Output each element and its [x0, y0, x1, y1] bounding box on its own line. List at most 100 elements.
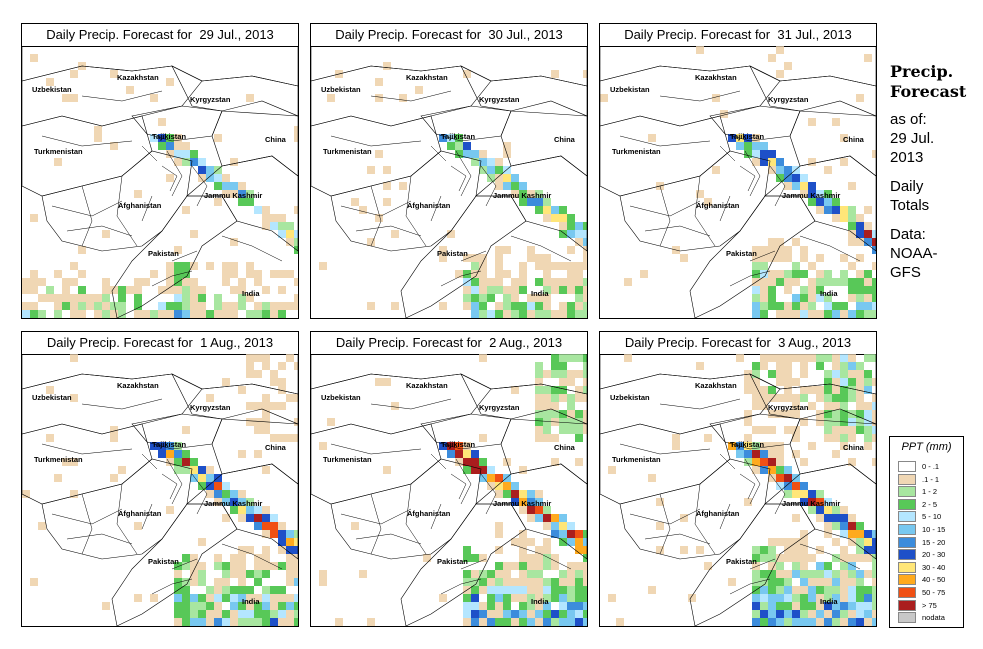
precip-cell	[527, 570, 535, 578]
precip-cell	[559, 386, 567, 394]
precip-cell	[776, 474, 784, 482]
precip-cell	[479, 618, 487, 626]
precip-cell	[190, 594, 198, 602]
province-line	[370, 90, 452, 102]
precip-cell	[134, 190, 142, 198]
precip-cell	[567, 618, 575, 626]
precip-cell	[182, 594, 190, 602]
precip-cell	[752, 562, 760, 570]
precip-cell	[543, 262, 551, 270]
precip-cell	[294, 294, 298, 302]
precip-cell	[190, 458, 198, 466]
precip-cell	[808, 586, 816, 594]
precip-cell	[174, 450, 182, 458]
precip-cell	[808, 286, 816, 294]
precip-cell	[551, 562, 559, 570]
precip-cell	[752, 578, 760, 586]
precip-cell	[752, 602, 760, 610]
precip-cell	[94, 126, 102, 134]
precip-cell	[567, 286, 575, 294]
precip-cell	[608, 594, 616, 602]
province-line	[141, 145, 158, 162]
precip-cell	[768, 562, 776, 570]
precip-cell	[222, 586, 230, 594]
legend-swatch	[898, 486, 916, 498]
asof-date-line1: 29 Jul.	[890, 130, 935, 147]
precip-cell	[238, 562, 246, 570]
province-line	[799, 235, 861, 262]
map-label-tajikistan: Tajikistan	[730, 440, 764, 449]
precip-cell	[752, 610, 760, 618]
precip-cell	[294, 530, 298, 538]
precip-cell	[551, 262, 559, 270]
precip-cell	[776, 562, 784, 570]
map-label-kyrgyzstan: Kyrgyzstan	[190, 95, 231, 104]
precip-cell	[848, 182, 856, 190]
precip-cell	[375, 150, 383, 158]
precip-cell	[760, 610, 768, 618]
precip-cell	[824, 594, 832, 602]
province-line	[455, 458, 472, 505]
precip-cell	[816, 418, 824, 426]
precip-cell	[367, 238, 375, 246]
precip-cell	[471, 150, 479, 158]
precip-cell	[752, 426, 760, 434]
precip-cell	[262, 302, 270, 310]
precip-cell	[752, 362, 760, 370]
precip-cell	[872, 426, 876, 434]
precip-cell	[262, 402, 270, 410]
precip-cell	[583, 354, 587, 362]
precip-cell	[752, 246, 760, 254]
precip-cell	[511, 386, 519, 394]
precip-cell	[704, 434, 712, 442]
precip-cell	[744, 378, 752, 386]
precip-cell	[214, 310, 222, 318]
precip-cell	[463, 554, 471, 562]
precip-cell	[286, 222, 294, 230]
precip-cell	[808, 386, 816, 394]
precip-cell	[166, 310, 174, 318]
precip-cell	[262, 602, 270, 610]
precip-cell	[535, 262, 543, 270]
boundary-line	[311, 423, 442, 505]
precip-cell	[856, 586, 864, 594]
precip-cell	[567, 270, 575, 278]
precip-cell	[832, 522, 840, 530]
province-line	[430, 503, 442, 530]
precip-cell	[648, 474, 656, 482]
precip-cell	[246, 546, 254, 554]
precip-cell	[38, 294, 46, 302]
precip-cell	[760, 554, 768, 562]
precip-cell	[286, 530, 294, 538]
precip-cell	[479, 554, 487, 562]
precip-cell	[648, 586, 656, 594]
precip-cell	[864, 410, 872, 418]
precip-cell	[495, 570, 503, 578]
precip-cell	[567, 246, 575, 254]
precip-cell	[768, 354, 776, 362]
precip-cell	[864, 294, 872, 302]
province-line	[405, 483, 427, 555]
precip-cell	[238, 190, 246, 198]
precip-cell	[367, 302, 375, 310]
precip-cell	[519, 530, 527, 538]
precip-cell	[262, 206, 270, 214]
precip-cell	[800, 538, 808, 546]
precip-cell	[864, 546, 872, 554]
precip-cell	[672, 442, 680, 450]
precip-cell	[744, 442, 752, 450]
precip-cell	[206, 466, 214, 474]
precip-cell	[182, 142, 190, 150]
precip-cell	[848, 278, 856, 286]
boundary-line	[500, 110, 587, 177]
precip-cell	[752, 310, 760, 318]
precip-cell	[294, 238, 298, 246]
legend-title: PPT (mm)	[901, 441, 952, 453]
map-label-uzbekistan: Uzbekistan	[321, 85, 361, 94]
precip-cell	[824, 586, 832, 594]
precip-cell	[230, 610, 238, 618]
legend-label: 40 - 50	[922, 575, 946, 585]
precip-cell	[776, 166, 784, 174]
precip-cell	[214, 482, 222, 490]
legend-label: 10 - 15	[922, 525, 946, 534]
